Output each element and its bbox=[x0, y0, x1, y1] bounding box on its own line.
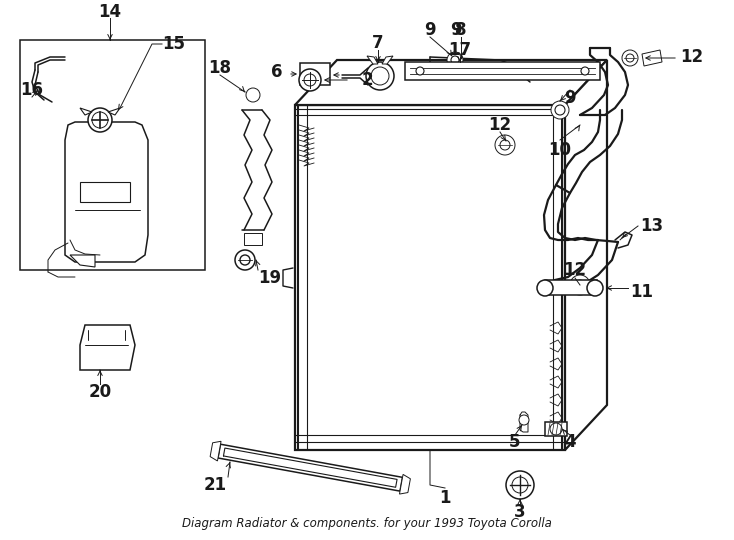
Text: 21: 21 bbox=[203, 476, 227, 494]
Text: 15: 15 bbox=[162, 35, 185, 53]
Text: 9: 9 bbox=[450, 21, 462, 39]
Circle shape bbox=[506, 471, 534, 499]
Circle shape bbox=[587, 280, 603, 296]
Circle shape bbox=[88, 108, 112, 132]
Polygon shape bbox=[399, 475, 410, 494]
Text: 8: 8 bbox=[455, 21, 467, 39]
Polygon shape bbox=[565, 60, 607, 450]
Polygon shape bbox=[80, 325, 135, 370]
Polygon shape bbox=[65, 122, 148, 262]
Text: 11: 11 bbox=[630, 283, 653, 301]
Text: 2: 2 bbox=[362, 71, 374, 89]
Text: 5: 5 bbox=[509, 433, 520, 451]
Polygon shape bbox=[108, 108, 120, 115]
Bar bbox=[244, 233, 262, 245]
Bar bbox=[20, 40, 205, 270]
Circle shape bbox=[92, 112, 108, 128]
Polygon shape bbox=[642, 50, 662, 66]
Text: 6: 6 bbox=[271, 63, 282, 81]
Text: 9: 9 bbox=[564, 89, 575, 107]
Polygon shape bbox=[70, 255, 95, 267]
Circle shape bbox=[246, 88, 260, 102]
Circle shape bbox=[512, 477, 528, 493]
Circle shape bbox=[626, 54, 634, 62]
Polygon shape bbox=[295, 60, 607, 105]
Text: 7: 7 bbox=[372, 34, 384, 52]
Circle shape bbox=[495, 135, 515, 155]
Polygon shape bbox=[295, 105, 565, 450]
Text: 12: 12 bbox=[564, 261, 586, 279]
Circle shape bbox=[366, 62, 394, 90]
Text: 4: 4 bbox=[564, 433, 575, 451]
Circle shape bbox=[240, 255, 250, 265]
Text: 1: 1 bbox=[439, 489, 451, 507]
Polygon shape bbox=[382, 56, 393, 64]
Text: 18: 18 bbox=[208, 59, 231, 77]
Text: 20: 20 bbox=[88, 383, 112, 401]
Circle shape bbox=[304, 74, 316, 86]
Bar bbox=[80, 182, 130, 202]
Circle shape bbox=[581, 67, 589, 75]
Text: 3: 3 bbox=[515, 503, 526, 521]
Polygon shape bbox=[210, 441, 221, 461]
Text: 13: 13 bbox=[640, 217, 663, 235]
Text: 9: 9 bbox=[424, 21, 436, 39]
Polygon shape bbox=[405, 62, 600, 80]
Polygon shape bbox=[218, 444, 402, 491]
Circle shape bbox=[570, 275, 590, 295]
Circle shape bbox=[622, 50, 638, 66]
Text: 12: 12 bbox=[488, 116, 512, 134]
Circle shape bbox=[550, 423, 562, 435]
Circle shape bbox=[416, 67, 424, 75]
Circle shape bbox=[537, 280, 553, 296]
Polygon shape bbox=[80, 108, 92, 115]
Circle shape bbox=[500, 140, 510, 150]
Circle shape bbox=[447, 52, 463, 68]
Text: 12: 12 bbox=[680, 48, 703, 66]
Text: 14: 14 bbox=[98, 3, 122, 21]
Circle shape bbox=[519, 415, 529, 425]
Circle shape bbox=[555, 105, 565, 115]
Text: Diagram Radiator & components. for your 1993 Toyota Corolla: Diagram Radiator & components. for your … bbox=[182, 517, 552, 530]
Circle shape bbox=[235, 250, 255, 270]
Circle shape bbox=[575, 280, 585, 290]
Bar bbox=[300, 63, 330, 85]
Bar bbox=[545, 422, 567, 436]
Polygon shape bbox=[545, 280, 597, 295]
Text: 19: 19 bbox=[258, 269, 281, 287]
Circle shape bbox=[451, 56, 459, 64]
Circle shape bbox=[551, 101, 569, 119]
Text: 10: 10 bbox=[548, 141, 572, 159]
Circle shape bbox=[299, 69, 321, 91]
Text: 17: 17 bbox=[448, 41, 471, 59]
Circle shape bbox=[371, 67, 389, 85]
Text: 16: 16 bbox=[21, 81, 43, 99]
Polygon shape bbox=[367, 56, 378, 64]
